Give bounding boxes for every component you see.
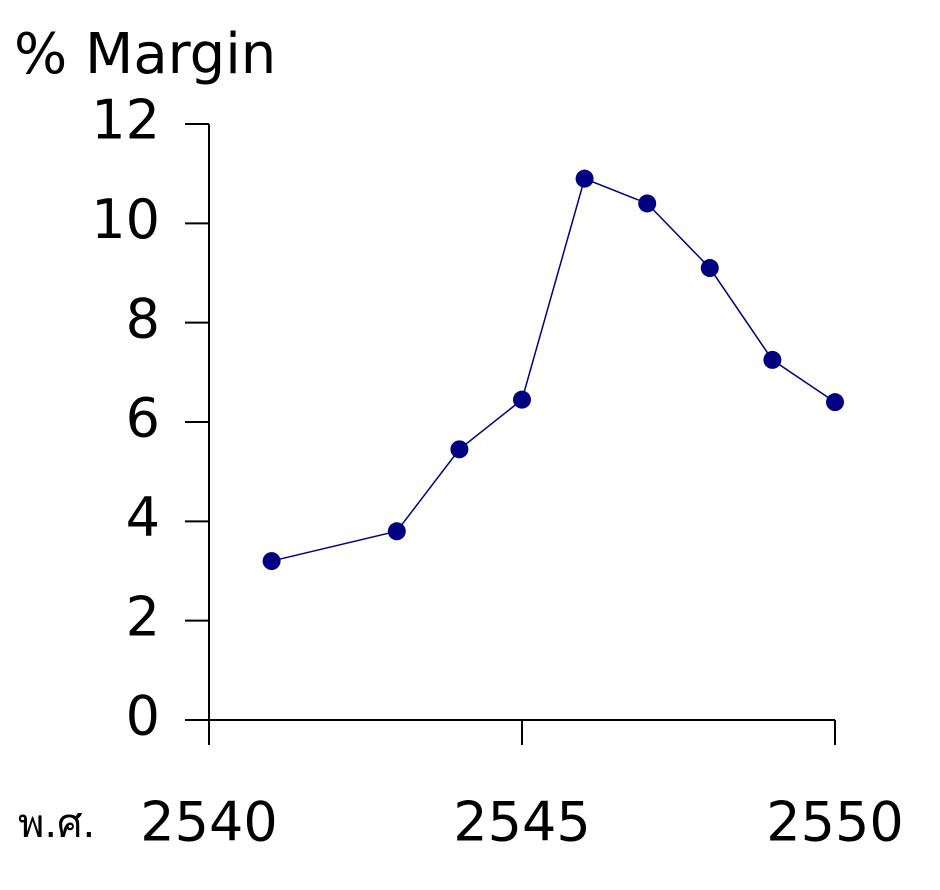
data-point xyxy=(575,169,594,188)
data-point xyxy=(513,390,531,409)
data-point xyxy=(763,350,782,369)
y-tick-label: 4 xyxy=(126,486,160,549)
y-tick-label: 0 xyxy=(126,685,160,748)
data-point xyxy=(262,552,281,571)
x-tick-label: 2540 xyxy=(140,791,277,854)
data-point xyxy=(638,194,657,213)
data-point xyxy=(387,522,406,541)
data-point xyxy=(826,393,844,412)
chart-title: % Margin xyxy=(14,22,276,87)
y-tick-label: 6 xyxy=(126,387,160,450)
x-tick-label: 2545 xyxy=(453,791,590,854)
data-line xyxy=(271,177,836,562)
y-tick-label: 2 xyxy=(126,585,160,648)
y-tick-label: 8 xyxy=(126,287,160,350)
x-axis-label: พ.ศ. xyxy=(18,801,95,847)
y-tick-label: 12 xyxy=(91,89,160,152)
data-point xyxy=(450,440,469,459)
y-tick-label: 10 xyxy=(91,188,160,251)
data-point xyxy=(700,259,719,278)
x-tick-label: 2550 xyxy=(766,791,903,854)
